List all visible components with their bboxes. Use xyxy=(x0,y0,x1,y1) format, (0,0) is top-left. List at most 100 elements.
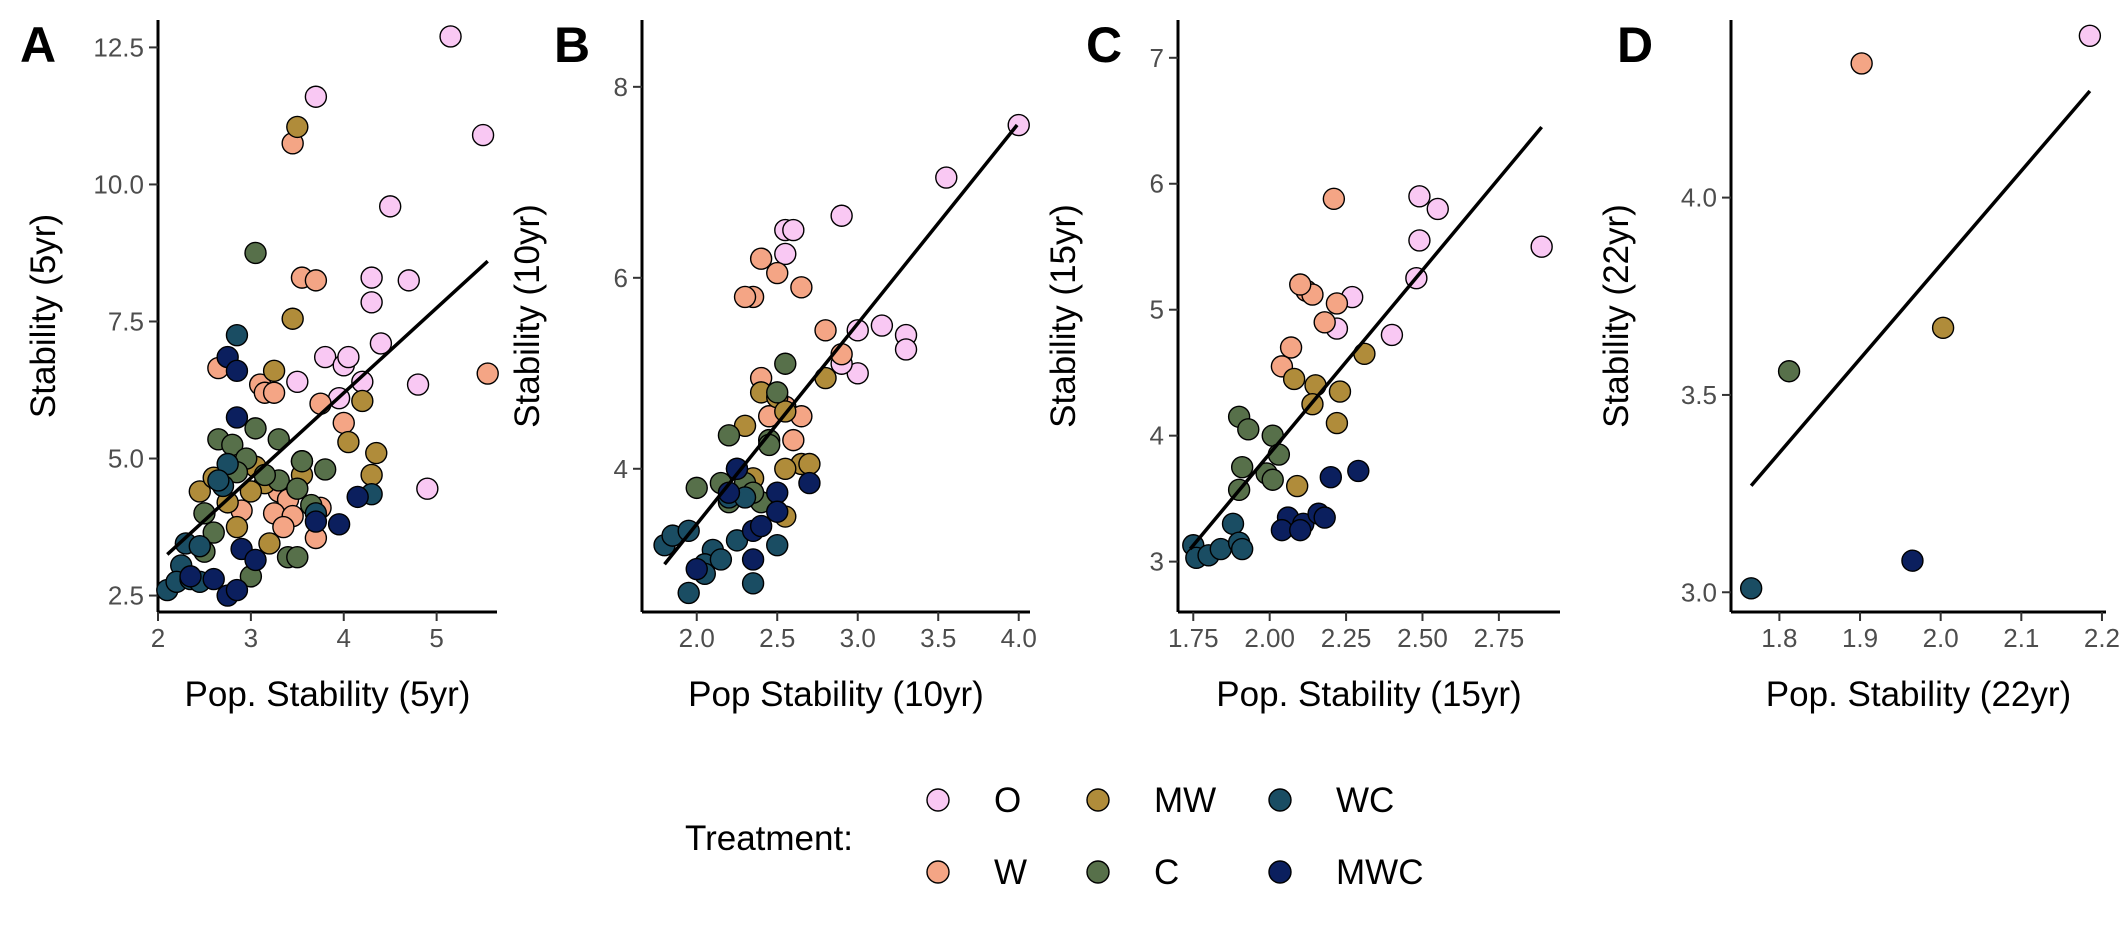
y-axis-title: Stability (15yr) xyxy=(1044,204,1083,428)
legend-entry-mw: MW xyxy=(1086,781,1216,820)
data-point-mw xyxy=(337,430,360,454)
fit-line xyxy=(1749,89,2092,487)
data-point-mwc xyxy=(1289,518,1312,542)
series-mwc xyxy=(1901,549,1924,572)
legend-label: C xyxy=(1154,853,1179,892)
data-point-o xyxy=(1530,235,1553,258)
x-tick-label: 5 xyxy=(429,623,443,653)
x-tick-label: 3 xyxy=(244,623,258,653)
data-point-mwc xyxy=(346,485,369,509)
legend-label: WC xyxy=(1336,781,1394,820)
data-point-o xyxy=(935,166,958,189)
y-tick-label: 6 xyxy=(1150,169,1164,199)
x-tick-label: 2.00 xyxy=(1244,623,1295,653)
data-point-wc xyxy=(207,469,230,492)
data-point-w xyxy=(272,515,295,539)
x-axis-title: Pop. Stability (5yr) xyxy=(185,675,471,714)
data-point-w xyxy=(766,261,789,285)
data-point-c xyxy=(290,450,314,473)
y-tick-label: 5 xyxy=(1150,295,1164,325)
data-point-mwc xyxy=(225,406,249,429)
y-tick-label: 7 xyxy=(1150,43,1164,73)
data-point-mwc xyxy=(685,557,708,581)
legend-marker xyxy=(926,788,950,812)
data-point-w xyxy=(304,269,328,292)
data-point-mwc xyxy=(766,500,789,523)
data-point-w xyxy=(332,411,355,435)
data-point-c xyxy=(286,477,309,500)
data-point-w xyxy=(1325,292,1349,315)
data-point-mwc xyxy=(225,359,249,383)
data-point-mw xyxy=(262,359,286,383)
y-tick-label: 3.5 xyxy=(1681,380,1717,410)
data-point-mw xyxy=(239,480,263,503)
legend-marker xyxy=(926,860,950,884)
data-point-mwc xyxy=(725,457,749,480)
data-point-mw xyxy=(1325,411,1349,435)
fit-line xyxy=(1188,125,1544,551)
y-axis-title: Stability (22yr) xyxy=(1597,204,1636,428)
panel-tag: B xyxy=(554,17,590,73)
data-point-mwc xyxy=(749,514,773,538)
x-tick-label: 2.25 xyxy=(1321,623,1372,653)
x-tick-label: 4 xyxy=(337,623,351,653)
x-tick-label: 3.5 xyxy=(920,623,956,653)
series-mwc xyxy=(685,457,821,581)
legend-label: MWC xyxy=(1336,853,1423,892)
series-wc xyxy=(1739,577,1763,600)
data-point-o xyxy=(439,25,462,48)
data-point-o xyxy=(774,242,797,266)
x-tick-label: 1.8 xyxy=(1761,623,1797,653)
panel-c: C 1.75 2.00 2.25 2.50 2.75 3 4 5 6 7 Pop. Stability… xyxy=(1044,17,1560,714)
legend-entry-mwc: MWC xyxy=(1268,853,1423,892)
data-point-mwc xyxy=(766,481,789,504)
data-point-wc xyxy=(677,581,700,605)
data-point-mw xyxy=(281,307,304,330)
legend-marker xyxy=(1086,788,1110,812)
data-point-c xyxy=(244,241,267,265)
data-point-wc xyxy=(1739,577,1763,600)
data-point-mw xyxy=(225,515,249,539)
data-point-wc xyxy=(225,323,249,347)
legend-entry-w: W xyxy=(926,853,1027,892)
data-point-o xyxy=(471,123,495,147)
data-point-mw xyxy=(360,463,383,487)
data-point-mwc xyxy=(798,471,821,495)
data-point-mw xyxy=(188,480,211,503)
x-tick-label: 2.1 xyxy=(2003,623,2039,653)
x-tick-label: 2.50 xyxy=(1397,623,1448,653)
data-point-mw xyxy=(1282,367,1306,391)
data-point-o xyxy=(406,373,430,396)
data-point-o xyxy=(1380,323,1404,347)
data-point-c xyxy=(717,424,741,447)
data-point-o xyxy=(313,345,337,369)
data-point-wc xyxy=(766,533,789,557)
data-point-w xyxy=(1322,187,1346,211)
y-tick-label: 4 xyxy=(614,454,628,484)
data-point-w xyxy=(814,319,837,342)
legend-marker xyxy=(1268,788,1292,812)
series-w xyxy=(1850,52,1873,75)
series-o xyxy=(2078,24,2102,47)
data-point-mwc xyxy=(304,510,328,533)
data-point-w xyxy=(790,276,813,299)
series-c xyxy=(1777,360,1801,383)
data-point-c xyxy=(1230,455,1254,479)
data-point-mw xyxy=(258,532,281,555)
data-point-w xyxy=(1279,336,1303,359)
y-tick-label: 6 xyxy=(614,263,628,293)
data-point-mw xyxy=(286,115,309,139)
data-point-o xyxy=(846,319,869,342)
data-point-w xyxy=(782,428,805,452)
data-point-mw xyxy=(798,452,821,476)
x-tick-label: 2.5 xyxy=(759,623,795,653)
data-point-o xyxy=(2078,24,2102,47)
data-point-o xyxy=(416,477,439,500)
data-point-mwc xyxy=(225,578,249,602)
panel-a: A 2 3 4 5 2.5 5.0 7.5 10.0 12.5 Pop. Stability (5y… xyxy=(20,17,499,714)
series-mwc xyxy=(179,345,369,607)
x-tick-label: 2.2 xyxy=(2084,623,2120,653)
data-point-c xyxy=(685,476,708,500)
data-point-mwc xyxy=(179,565,202,588)
